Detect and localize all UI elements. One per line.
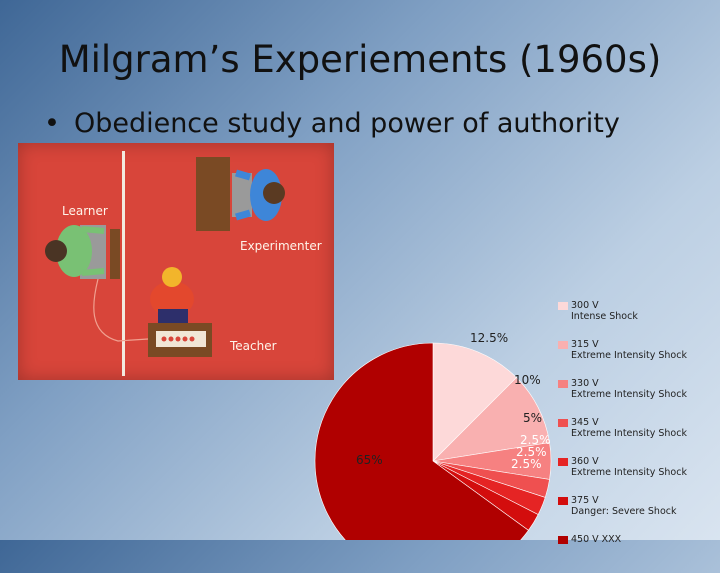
legend-item: 360 V Extreme Intensity Shock	[558, 456, 718, 486]
experimenter-label: Experimenter	[240, 239, 322, 253]
shock-generator-panel	[156, 331, 206, 347]
bullet-text: Obedience study and power of authority	[73, 108, 620, 139]
teacher-body	[150, 281, 194, 317]
legend-item: 450 V XXX	[558, 534, 718, 564]
bullet-glyph: •	[44, 108, 60, 139]
teacher-legs	[158, 309, 188, 323]
legend-swatch	[558, 302, 568, 310]
chart-legend: 300 V Intense Shock 315 V Extreme Intensi…	[558, 300, 718, 573]
legend-label: 360 V Extreme Intensity Shock	[571, 456, 687, 478]
pie-slice-label: 12.5%	[470, 331, 508, 345]
learner-label: Learner	[62, 204, 108, 218]
legend-item: 345 V Extreme Intensity Shock	[558, 417, 718, 447]
pie-slice-label: 5%	[523, 411, 542, 425]
legend-label: 315 V Extreme Intensity Shock	[571, 339, 687, 361]
experimenter-desk	[196, 157, 230, 231]
learner-desk	[110, 229, 120, 279]
pie-chart: 12.5% 10% 5% 2.5% 2.5% 2.5% 65%	[300, 295, 720, 573]
experimenter-chair	[232, 173, 252, 217]
legend-label: 330 V Extreme Intensity Shock	[571, 378, 687, 400]
experiment-illustration: Learner Experimenter Teacher	[18, 143, 334, 380]
legend-swatch	[558, 380, 568, 388]
pie-slice	[432, 377, 550, 462]
legend-swatch	[558, 419, 568, 427]
pie-slice	[432, 342, 517, 462]
shock-switches	[161, 336, 195, 342]
learner-head	[45, 240, 67, 262]
pie-slice-label: 2.5%	[511, 457, 542, 471]
pie-chart-svg: 12.5%10%5%2.5%2.5%2.5%65%	[314, 331, 552, 573]
legend-swatch	[558, 497, 568, 505]
teacher-label: Teacher	[230, 339, 277, 353]
legend-item: 315 V Extreme Intensity Shock	[558, 339, 718, 369]
legend-item: 330 V Extreme Intensity Shock	[558, 378, 718, 408]
wire	[93, 278, 149, 342]
legend-label: 375 V Danger: Severe Shock	[571, 495, 677, 517]
experimenter-arm	[235, 169, 251, 221]
learner-body	[56, 225, 92, 277]
legend-swatch	[558, 536, 568, 544]
learner-arm	[81, 226, 105, 276]
teacher-head	[162, 267, 182, 287]
pie-slice-label: 10%	[514, 373, 541, 387]
legend-item: 300 V Intense Shock	[558, 300, 718, 330]
legend-label: 300 V Intense Shock	[571, 300, 638, 322]
dividing-wall	[122, 151, 125, 376]
experimenter-head	[263, 182, 285, 204]
legend-item: 375 V Danger: Severe Shock	[558, 495, 718, 525]
legend-label: 345 V Extreme Intensity Shock	[571, 417, 687, 439]
bullet-item: • Obedience study and power of authority	[44, 108, 620, 139]
slide-title: Milgram’s Experiements (1960s)	[58, 38, 662, 81]
pie-slice-label: 2.5%	[516, 445, 547, 459]
legend-swatch	[558, 341, 568, 349]
pie-slice-label: 2.5%	[520, 433, 551, 447]
legend-swatch	[558, 458, 568, 466]
experiment-figures	[45, 157, 285, 357]
pie-slice-label: 65%	[356, 453, 383, 467]
